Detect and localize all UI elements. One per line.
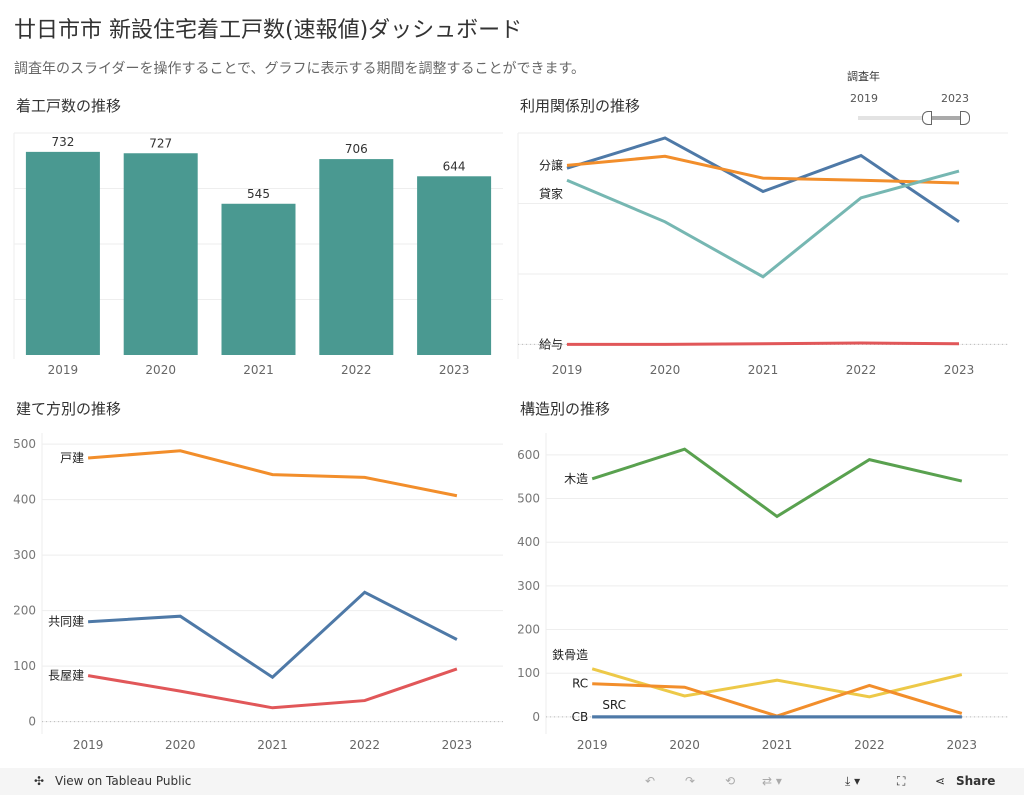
y-tick-label: 400 xyxy=(13,493,36,507)
slider-range xyxy=(928,116,964,120)
y-tick-label: 100 xyxy=(13,659,36,673)
series-label: 戸建 xyxy=(60,451,84,465)
x-tick-label: 2023 xyxy=(947,738,978,752)
x-tick-label: 2021 xyxy=(748,363,779,377)
redo-icon[interactable]: ↷ xyxy=(685,774,696,788)
y-tick-label: 200 xyxy=(517,623,540,637)
series-line xyxy=(567,341,960,346)
series-label: 長屋建 xyxy=(48,669,84,683)
x-tick-label: 2023 xyxy=(944,363,975,377)
bar-chart-starts: 2019 2020 2021 2022 2023 732 727 545 706 644 xyxy=(13,132,503,377)
series-line xyxy=(566,169,960,279)
year-slider[interactable]: 調査年 2019 2023 xyxy=(840,68,980,128)
bar-value-label: 706 xyxy=(345,142,368,156)
x-tick-label: 2019 xyxy=(577,738,608,752)
series-label: RC xyxy=(572,677,588,691)
x-tick-label: 2020 xyxy=(669,738,700,752)
x-tick-label: 2021 xyxy=(762,738,793,752)
series-label: 給与 xyxy=(539,337,563,351)
slider-track[interactable] xyxy=(858,116,968,120)
line-chart-build-type: 0 100 200 300 400 500 2019 2020 2021 2022 2023 戸建共同… xyxy=(13,433,503,752)
x-tick-label: 2022 xyxy=(854,738,885,752)
chart-title-usage: 利用関係別の推移 xyxy=(520,97,641,115)
series-line xyxy=(88,590,458,680)
y-tick-label: 500 xyxy=(517,492,540,506)
dashboard-subtitle: 調査年のスライダーを操作することで、グラフに表示する期間を調整することができます… xyxy=(14,61,586,77)
x-tick-label: 2019 xyxy=(552,363,583,377)
bar-value-label: 644 xyxy=(443,159,466,173)
series-line xyxy=(566,154,960,185)
x-tick-label: 2021 xyxy=(243,363,274,377)
slider-min: 2019 xyxy=(850,92,878,105)
fullscreen-icon[interactable]: ⛶ xyxy=(897,774,906,788)
bar-value-label: 545 xyxy=(247,187,270,201)
slider-handle-right[interactable] xyxy=(960,111,970,125)
dashboard-title: 廿日市市 新設住宅着工戸数(速報値)ダッシュボード xyxy=(14,18,523,43)
series-line xyxy=(566,136,960,224)
x-tick-label: 2023 xyxy=(439,363,470,377)
y-tick-label: 600 xyxy=(517,448,540,462)
x-tick-label: 2020 xyxy=(165,738,196,752)
bar xyxy=(25,151,100,355)
series-label: 鉄骨造 xyxy=(552,647,588,662)
x-tick-label: 2022 xyxy=(349,738,380,752)
x-tick-label: 2021 xyxy=(257,738,288,752)
y-tick-label: 400 xyxy=(517,535,540,549)
undo-icon[interactable]: ↶ xyxy=(645,774,656,788)
series-label: 木造 xyxy=(564,472,588,486)
x-tick-label: 2022 xyxy=(341,363,372,377)
slider-max: 2023 xyxy=(941,92,969,105)
bar-value-label: 732 xyxy=(51,135,74,149)
revert-icon[interactable]: ⟲ xyxy=(725,774,736,788)
slider-handle-left[interactable] xyxy=(922,111,932,125)
tableau-logo-icon: ✣ xyxy=(34,774,45,788)
series-line xyxy=(87,449,458,498)
x-tick-label: 2019 xyxy=(73,738,104,752)
share-icon[interactable]: ⋖ xyxy=(935,774,946,788)
y-tick-label: 300 xyxy=(13,548,36,562)
chart-title-starts: 着工戸数の推移 xyxy=(16,97,122,115)
series-line xyxy=(591,447,963,519)
x-tick-label: 2020 xyxy=(650,363,681,377)
bar xyxy=(417,176,492,355)
series-label: 分譲 xyxy=(539,157,563,172)
series-line xyxy=(87,667,458,710)
bar-value-label: 727 xyxy=(149,136,172,150)
y-tick-label: 0 xyxy=(28,715,36,729)
refresh-icon[interactable]: ⇄ ▾ xyxy=(762,774,782,788)
bar xyxy=(319,159,394,355)
tableau-footer: ✣ View on Tableau Public ↶ ↷ ⟲ ⇄ ▾ ⤓ ▾ ⛶… xyxy=(0,768,1024,795)
chart-title-build-type: 建て方別の推移 xyxy=(16,400,122,418)
y-tick-label: 200 xyxy=(13,604,36,618)
series-label: SRC xyxy=(602,698,626,712)
x-tick-label: 2023 xyxy=(442,738,473,752)
bar xyxy=(123,153,198,355)
x-tick-label: 2022 xyxy=(846,363,877,377)
series-label: 共同建 xyxy=(48,615,84,629)
share-button[interactable]: Share xyxy=(956,774,996,788)
download-icon[interactable]: ⤓ ▾ xyxy=(845,774,861,788)
slider-label: 調査年 xyxy=(847,70,880,83)
series-label: 貸家 xyxy=(539,186,563,201)
y-tick-label: 500 xyxy=(13,437,36,451)
line-chart-structure: 0 100 200 300 400 500 600 2019 2020 2021 2022 2023 木… xyxy=(517,433,1008,752)
y-tick-label: 100 xyxy=(517,666,540,680)
y-tick-label: 300 xyxy=(517,579,540,593)
chart-title-structure: 構造別の推移 xyxy=(520,400,611,418)
y-tick-label: 0 xyxy=(532,710,540,724)
x-tick-label: 2020 xyxy=(145,363,176,377)
bar xyxy=(221,203,296,355)
series-label: CB xyxy=(572,710,589,724)
view-on-tableau-link[interactable]: View on Tableau Public xyxy=(55,774,192,788)
x-tick-label: 2019 xyxy=(48,363,79,377)
